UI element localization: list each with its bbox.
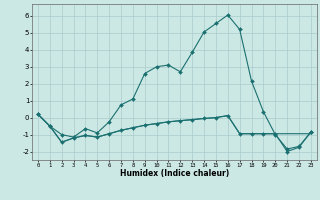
X-axis label: Humidex (Indice chaleur): Humidex (Indice chaleur) (120, 169, 229, 178)
